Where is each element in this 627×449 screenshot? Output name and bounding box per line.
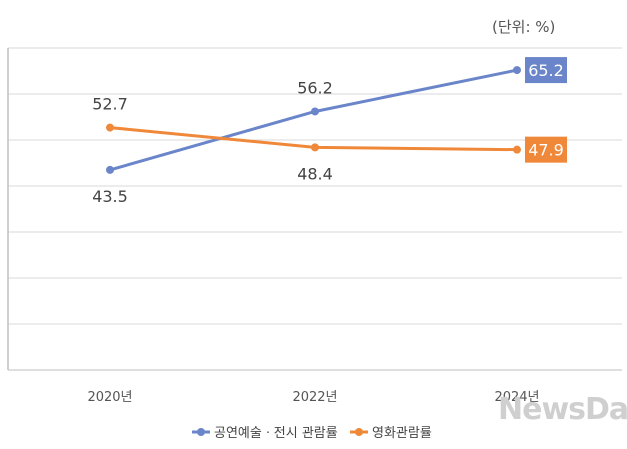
legend-label: 공연예술ㆍ전시 관람률 bbox=[214, 426, 338, 441]
data-point bbox=[311, 107, 319, 116]
data-point bbox=[311, 143, 319, 152]
legend-swatch-marker bbox=[355, 428, 363, 436]
x-tick-label: 2020년 bbox=[87, 390, 132, 405]
watermark-logo: NewsDa bbox=[498, 392, 627, 427]
data-point bbox=[513, 66, 521, 75]
data-label: 65.2 bbox=[528, 61, 564, 80]
data-point bbox=[106, 165, 114, 174]
unit-label: (단위: %) bbox=[492, 18, 556, 36]
data-label-box bbox=[525, 136, 567, 163]
data-label: 48.4 bbox=[297, 164, 333, 183]
data-point bbox=[106, 123, 114, 132]
data-label: 43.5 bbox=[92, 187, 128, 206]
x-tick-label: 2024년 bbox=[494, 390, 539, 405]
legend-swatch-marker bbox=[197, 428, 205, 436]
x-tick-label: 2022년 bbox=[292, 390, 337, 405]
data-label-box bbox=[525, 57, 567, 84]
data-label: 56.2 bbox=[297, 78, 333, 97]
legend-label: 영화관람률 bbox=[372, 426, 432, 441]
data-point bbox=[513, 145, 521, 154]
data-label: 52.7 bbox=[92, 95, 128, 114]
data-label: 47.9 bbox=[528, 141, 564, 160]
